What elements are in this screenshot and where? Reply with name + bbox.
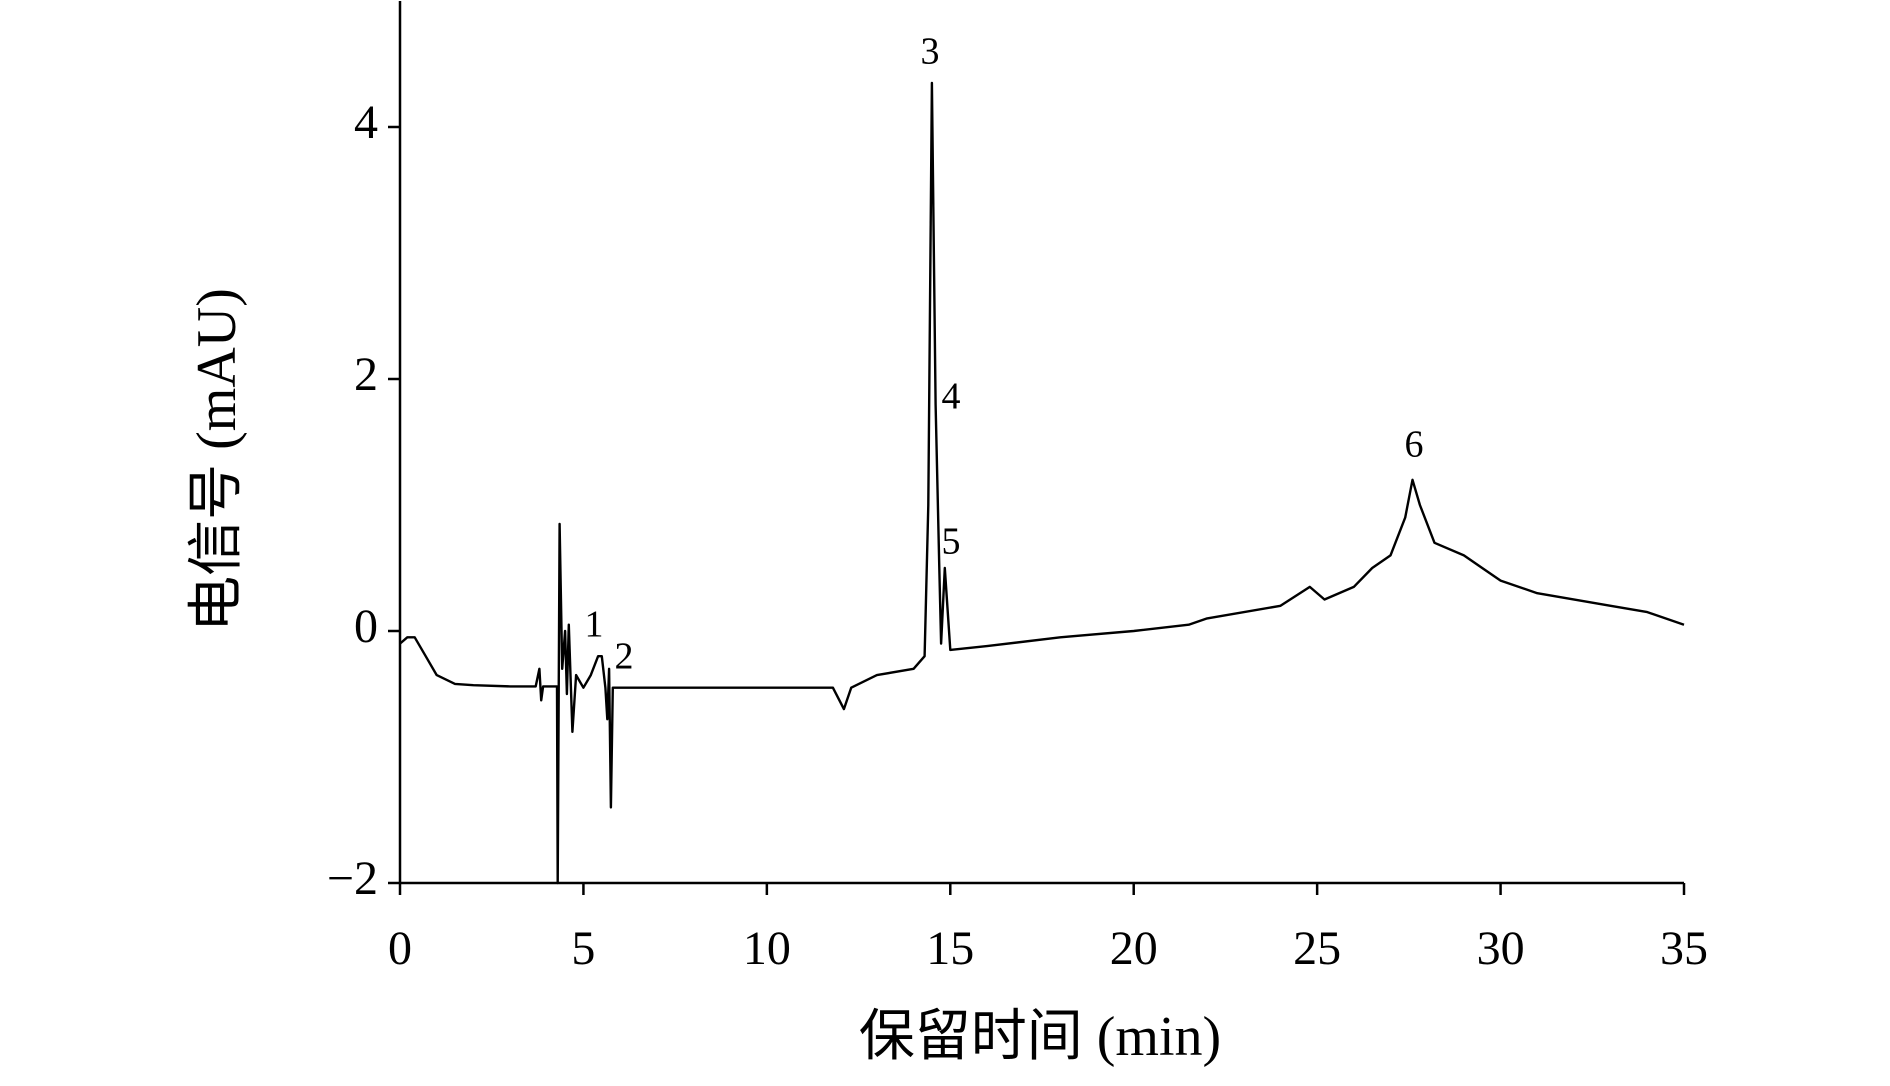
signal-line: [399, 81, 1685, 885]
x-tick-label: 10: [743, 922, 791, 975]
x-tick-label: 35: [1660, 922, 1708, 975]
x-tick-label: 30: [1477, 922, 1525, 975]
y-axis-title: 电信号 (mAU): [186, 288, 248, 632]
y-tick-label: 0: [354, 600, 378, 653]
x-tick-label: 25: [1293, 922, 1341, 975]
y-tick-label: −2: [327, 852, 378, 905]
x-tick-label: 15: [926, 922, 974, 975]
peak-label: 6: [1405, 424, 1424, 466]
peak-label: 3: [921, 31, 940, 73]
peak-label: 5: [942, 521, 961, 563]
y-tick-label: 2: [354, 348, 378, 401]
x-tick-label: 0: [388, 922, 412, 975]
peak-label: 4: [942, 376, 961, 418]
peak-label: 2: [615, 636, 634, 678]
peak-label: 1: [585, 604, 604, 646]
y-tick-label: 4: [354, 96, 378, 149]
x-axis-title: 保留时间 (min): [859, 1006, 1221, 1068]
x-tick-label: 20: [1110, 922, 1158, 975]
x-tick-label: 5: [571, 922, 595, 975]
